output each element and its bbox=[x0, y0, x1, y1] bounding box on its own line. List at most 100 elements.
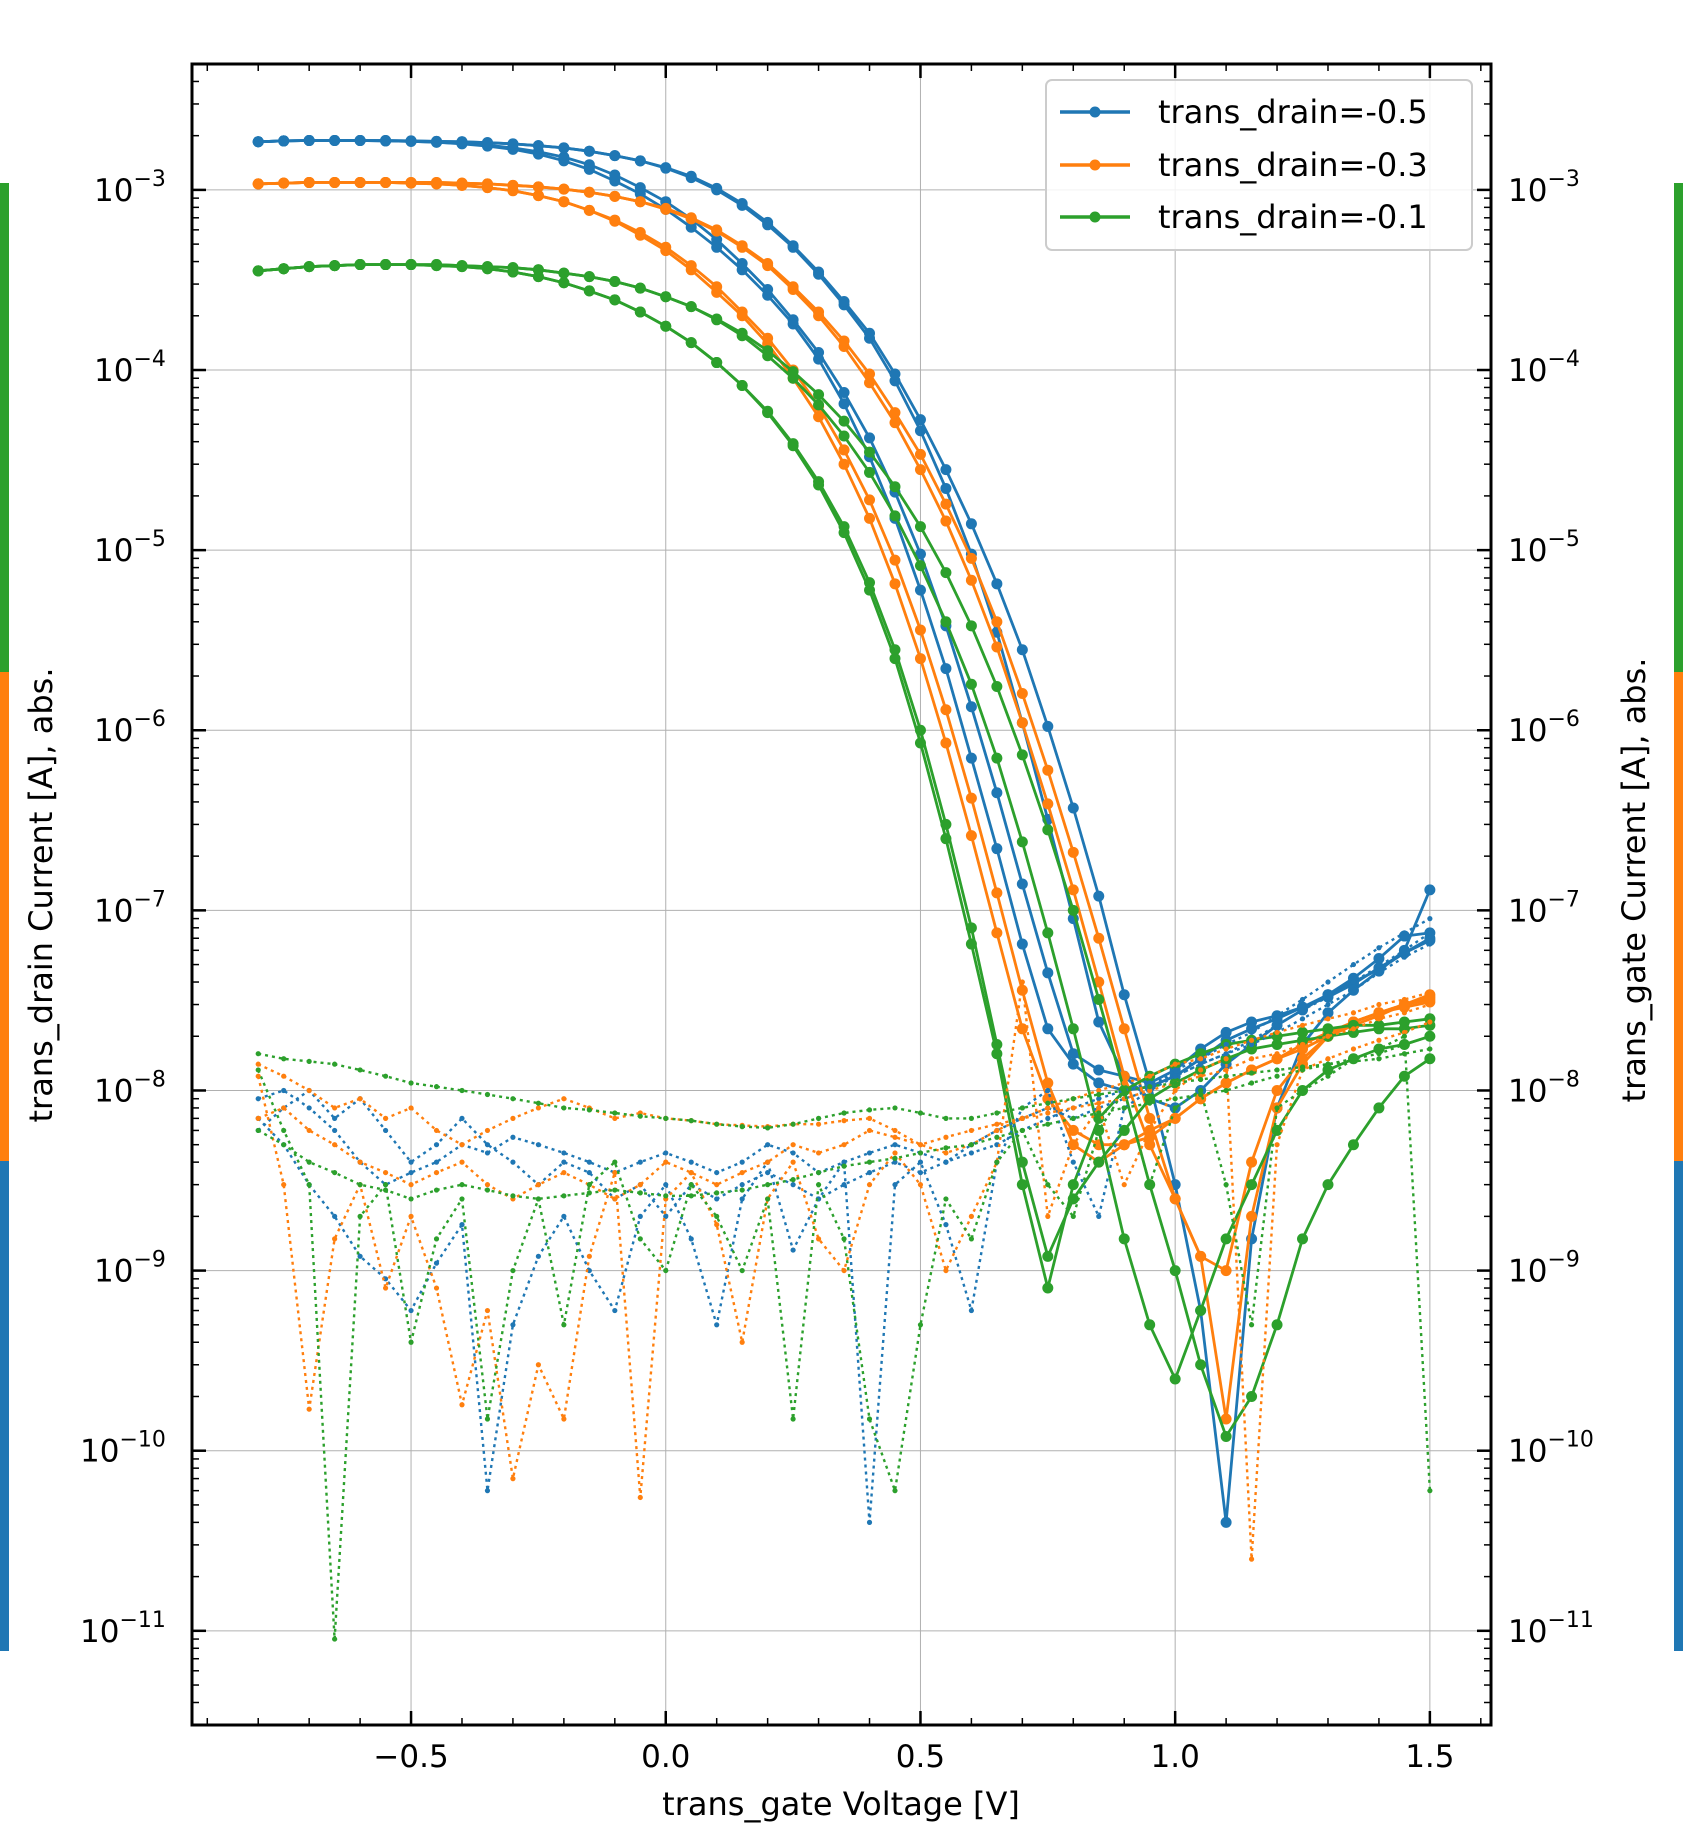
series-11-point-0 bbox=[252, 265, 264, 277]
series-12-point-44 bbox=[1376, 970, 1382, 976]
series-11-point-23 bbox=[838, 415, 850, 427]
series-1-point-24 bbox=[864, 432, 876, 444]
series-14-point-10 bbox=[510, 1159, 516, 1165]
series-16-point-28 bbox=[968, 1213, 975, 1219]
series-6-point-32 bbox=[1067, 884, 1079, 896]
series-13-point-11 bbox=[535, 1253, 542, 1259]
series-14-point-23 bbox=[841, 1182, 847, 1188]
series-15-point-23 bbox=[841, 1118, 847, 1124]
series-20-point-19 bbox=[739, 1187, 745, 1193]
y-tick-label-right-2: 10−9 bbox=[1508, 1248, 1580, 1290]
series-14-point-13 bbox=[586, 1169, 592, 1176]
series-5-point-14 bbox=[609, 214, 621, 226]
series-10-point-24 bbox=[864, 466, 876, 478]
series-1-point-32 bbox=[1067, 1048, 1079, 1060]
series-1-point-28 bbox=[965, 701, 977, 713]
series-7-point-9 bbox=[481, 178, 493, 190]
series-7-point-45 bbox=[1398, 999, 1410, 1011]
series-18-point-0 bbox=[255, 1051, 261, 1057]
series-4-point-22 bbox=[813, 411, 825, 423]
series-6-point-38 bbox=[1220, 1413, 1232, 1425]
series-13-point-10 bbox=[510, 1322, 516, 1328]
series-12-point-13 bbox=[586, 1159, 592, 1165]
legend-marker-3 bbox=[1089, 211, 1101, 223]
series-17-point-38 bbox=[1223, 1067, 1229, 1073]
series-17-point-9 bbox=[484, 1182, 491, 1188]
series-19-point-1 bbox=[281, 1127, 287, 1134]
series-15-point-37 bbox=[1198, 1056, 1204, 1062]
series-20-point-17 bbox=[688, 1193, 694, 1199]
series-12-point-45 bbox=[1401, 954, 1407, 960]
side-bar-right-blue bbox=[1674, 1161, 1683, 1651]
series-20-point-41 bbox=[1299, 1067, 1306, 1073]
series-13-point-25 bbox=[892, 1182, 898, 1188]
series-19-point-45 bbox=[1401, 1033, 1407, 1039]
series-3-point-17 bbox=[685, 170, 697, 182]
series-14-point-8 bbox=[459, 1115, 465, 1121]
series-15-point-38 bbox=[1223, 1046, 1229, 1052]
series-12-point-28 bbox=[968, 1150, 975, 1156]
series-7-point-27 bbox=[940, 498, 952, 510]
series-0-point-26 bbox=[914, 584, 926, 596]
series-13-point-7 bbox=[433, 1260, 440, 1266]
series-4-point-24 bbox=[864, 512, 876, 524]
series-13-point-9 bbox=[484, 1488, 491, 1494]
series-11-point-9 bbox=[481, 261, 493, 273]
series-11-point-29 bbox=[991, 680, 1003, 692]
legend-box bbox=[1045, 79, 1473, 251]
series-18-point-3 bbox=[332, 1061, 338, 1067]
series-12-point-42 bbox=[1325, 1001, 1331, 1008]
series-12-point-35 bbox=[1147, 1080, 1153, 1086]
series-1-point-19 bbox=[736, 258, 748, 270]
grid-lines bbox=[192, 64, 1491, 1725]
series-17-point-28 bbox=[968, 1127, 975, 1134]
series-16-point-46 bbox=[1427, 1019, 1433, 1025]
series-11-point-21 bbox=[787, 366, 799, 378]
series-11-point-45 bbox=[1398, 1070, 1410, 1082]
series-19-point-44 bbox=[1376, 1046, 1382, 1052]
series-17-point-46 bbox=[1427, 1001, 1433, 1008]
series-17-point-12 bbox=[561, 1169, 567, 1176]
series-19-point-7 bbox=[433, 1236, 440, 1242]
series-3-point-38 bbox=[1220, 1516, 1232, 1528]
series-10-point-42 bbox=[1322, 1064, 1334, 1076]
series-19-point-40 bbox=[1274, 1105, 1280, 1111]
series-19-point-33 bbox=[1096, 1127, 1102, 1134]
series-5-point-38 bbox=[1220, 1077, 1232, 1089]
series-5-point-24 bbox=[864, 494, 876, 506]
series-16-point-34 bbox=[1121, 1182, 1127, 1188]
series-13-point-23 bbox=[841, 1159, 847, 1165]
series-7-point-28 bbox=[965, 552, 977, 564]
series-17-point-6 bbox=[408, 1182, 414, 1188]
series-19-point-31 bbox=[1045, 1182, 1051, 1188]
series-15-point-42 bbox=[1325, 1016, 1331, 1022]
series-17-point-7 bbox=[433, 1169, 440, 1176]
x-tick-label-1: 0.0 bbox=[641, 1739, 690, 1775]
series-13-point-4 bbox=[357, 1253, 363, 1259]
series-1-point-38 bbox=[1220, 1026, 1232, 1038]
series-18-point-28 bbox=[968, 1115, 975, 1121]
series-12-point-41 bbox=[1299, 1016, 1306, 1022]
series-16-point-12 bbox=[561, 1416, 567, 1422]
series-19-point-32 bbox=[1070, 1213, 1076, 1219]
series-15-point-7 bbox=[433, 1127, 440, 1134]
series-15-point-41 bbox=[1299, 1022, 1306, 1028]
series-18-point-14 bbox=[612, 1110, 618, 1116]
series-7-point-19 bbox=[736, 240, 748, 252]
series-13-point-46 bbox=[1427, 916, 1433, 922]
series-16-point-26 bbox=[917, 1182, 924, 1188]
series-5-point-13 bbox=[583, 204, 595, 216]
series-15-point-22 bbox=[815, 1121, 822, 1127]
series-20-point-43 bbox=[1350, 1056, 1357, 1062]
series-20-point-44 bbox=[1376, 1051, 1382, 1057]
series-20-point-27 bbox=[943, 1145, 949, 1151]
series-0-point-17 bbox=[685, 221, 697, 233]
series-9-point-46 bbox=[1424, 1019, 1436, 1031]
series-3-point-9 bbox=[481, 137, 493, 149]
series-9-point-15 bbox=[634, 306, 646, 318]
side-bar-left-orange bbox=[0, 672, 9, 1161]
series-7-point-31 bbox=[1042, 764, 1054, 776]
series-14-point-37 bbox=[1198, 1061, 1204, 1067]
series-20-point-46 bbox=[1427, 1033, 1433, 1039]
series-16-point-43 bbox=[1350, 1046, 1357, 1052]
